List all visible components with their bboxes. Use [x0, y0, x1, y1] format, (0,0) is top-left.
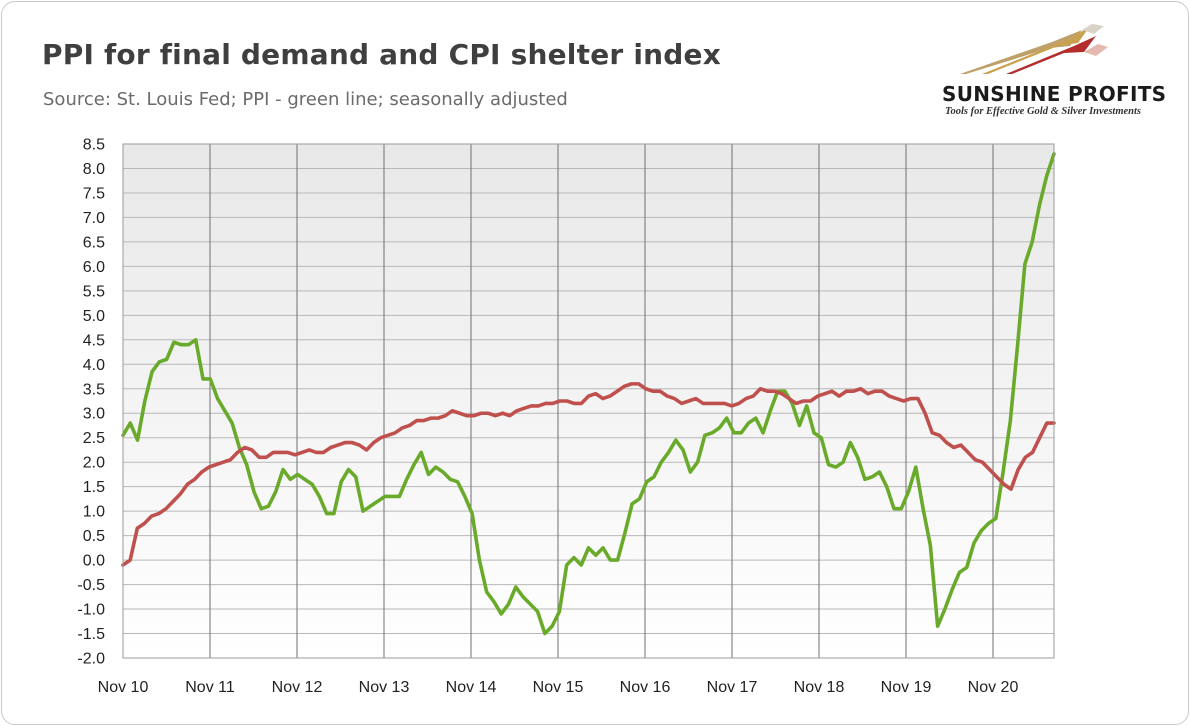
y-tick-label: 2.5 [83, 430, 105, 447]
y-tick-label: 5.0 [83, 308, 105, 325]
x-tick-label: Nov 19 [881, 679, 932, 696]
x-tick-label: Nov 18 [794, 679, 845, 696]
x-tick-label: Nov 14 [446, 679, 497, 696]
series-line-cpi_shelter [121, 382, 1056, 567]
y-tick-label: 0.0 [83, 553, 105, 570]
y-tick-label: -1.0 [77, 602, 105, 619]
x-tick-label: Nov 16 [620, 679, 671, 696]
chart-title: PPI for final demand and CPI shelter ind… [42, 38, 721, 71]
sunshine-profits-logo: SUNSHINE PROFITS Tools for Effective Gol… [932, 16, 1172, 126]
x-tick-label: Nov 20 [968, 679, 1019, 696]
x-tick-label: Nov 15 [533, 679, 584, 696]
y-axis-tick-labels: 8.5 8.0 7.5 7.0 6.5 6.0 5.5 5.0 4.5 4.0 3.5 3.0 2.5 2… [77, 137, 105, 668]
data-series [121, 151, 1056, 636]
y-tick-label: -2.0 [77, 651, 105, 668]
x-axis-tick-labels: Nov 10 Nov 11 Nov 12 Nov 13 Nov 14 Nov 15 Nov … [98, 679, 1019, 696]
chart-subtitle: Source: St. Louis Fed; PPI - green line;… [43, 89, 568, 110]
x-tick-label: Nov 13 [359, 679, 410, 696]
logo-tagline: Tools for Effective Gold & Silver Invest… [945, 106, 1141, 117]
plot-border [122, 143, 1055, 659]
plot-area [123, 144, 1054, 658]
series-line-ppi [121, 151, 1056, 636]
y-tick-label: 2.0 [83, 455, 105, 472]
y-tick-label: 3.5 [83, 381, 105, 398]
y-tick-label: 7.0 [83, 210, 105, 227]
logo-name: SUNSHINE PROFITS [942, 82, 1167, 106]
y-tick-label: 8.5 [83, 137, 105, 154]
y-tick-label: 4.5 [83, 332, 105, 349]
x-tick-label: Nov 10 [98, 679, 149, 696]
y-tick-label: 5.5 [83, 283, 105, 300]
y-tick-label: 3.0 [83, 406, 105, 423]
y-tick-label: 6.0 [83, 259, 105, 276]
y-tick-label: 4.0 [83, 357, 105, 374]
y-tick-label: 0.5 [83, 528, 105, 545]
y-tick-label: 7.5 [83, 185, 105, 202]
y-tick-label: 1.0 [83, 504, 105, 521]
x-tick-label: Nov 12 [272, 679, 323, 696]
x-tick-label: Nov 11 [185, 679, 235, 696]
y-tick-label: 8.0 [83, 161, 105, 178]
y-tick-label: 6.5 [83, 234, 105, 251]
x-tick-label: Nov 17 [707, 679, 758, 696]
logo-arrows-icon [960, 24, 1108, 74]
y-tick-label: -1.5 [77, 626, 105, 643]
y-tick-label: 1.5 [83, 479, 105, 496]
y-tick-label: -0.5 [77, 577, 105, 594]
